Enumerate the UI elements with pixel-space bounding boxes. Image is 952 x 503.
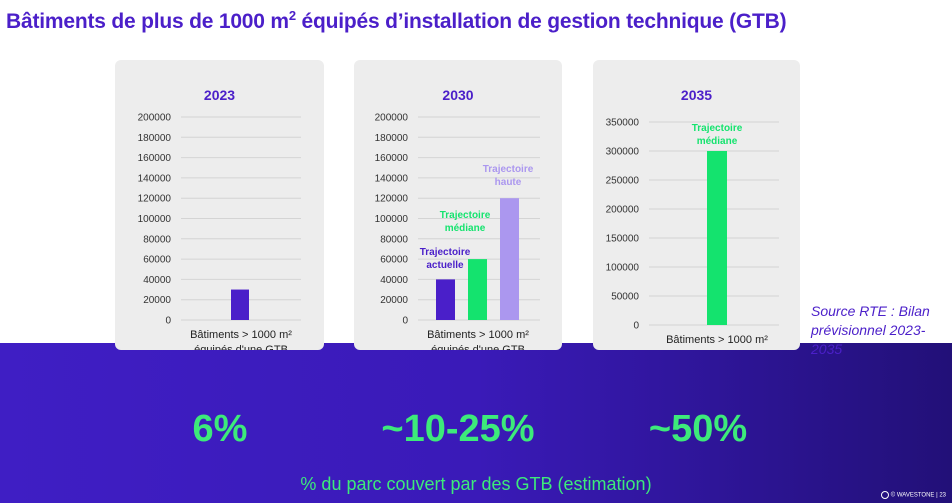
x-axis-label: Bâtiments > 1000 m² xyxy=(190,329,292,341)
y-tick-label: 120000 xyxy=(138,194,172,205)
bar xyxy=(707,151,727,325)
chart-card-2023: 2023 200000 180000 160000 140000 120000 100000… xyxy=(115,60,324,350)
bar-label: actuelle xyxy=(426,260,464,271)
y-tick-label: 0 xyxy=(633,321,639,332)
y-tick-label: 200000 xyxy=(606,205,640,216)
y-tick-label: 20000 xyxy=(380,295,408,306)
page-title-rest: équipés d’installation de gestion techni… xyxy=(295,10,787,33)
y-tick-label: 300000 xyxy=(606,147,640,158)
chart-card-2035: 2035 350000 300000 250000 200000 150000 100000… xyxy=(593,60,800,350)
bar xyxy=(436,279,455,320)
y-tick-label: 180000 xyxy=(375,133,409,144)
y-tick-label: 350000 xyxy=(606,118,640,129)
y-tick-label: 40000 xyxy=(143,275,171,286)
x-axis-label: équipés d'une GTB xyxy=(431,344,525,350)
y-tick-label: 60000 xyxy=(143,255,171,266)
footer-text: © WAVESTONE | 23 xyxy=(890,492,946,499)
y-tick-label: 20000 xyxy=(143,295,171,306)
bar-label: médiane xyxy=(445,223,486,234)
bar-label: Trajectoire xyxy=(420,247,471,258)
y-tick-label: 140000 xyxy=(138,173,172,184)
chart-title: 2035 xyxy=(681,87,712,103)
y-tick-label: 40000 xyxy=(380,275,408,286)
bar-label: médiane xyxy=(697,136,738,147)
bar-label: Trajectoire xyxy=(483,164,534,175)
y-tick-label: 250000 xyxy=(606,176,640,187)
chart-card-2030: 2030 200000 180000 160000 140000 120000 100000… xyxy=(354,60,562,350)
y-tick-label: 0 xyxy=(165,316,171,327)
page-title: Bâtiments de plus de 1000 m2 équipés d’i… xyxy=(6,8,787,34)
chart-2035: 2035 350000 300000 250000 200000 150000 100000… xyxy=(606,87,779,350)
y-tick-label: 140000 xyxy=(375,173,409,184)
wavestone-logo-icon xyxy=(880,491,889,499)
footer: © WAVESTONE | 23 xyxy=(880,491,946,499)
y-tick-label: 180000 xyxy=(138,133,172,144)
page-title-main: Bâtiments de plus de 1000 m xyxy=(6,10,289,33)
y-tick-label: 200000 xyxy=(138,113,172,124)
y-tick-label: 120000 xyxy=(375,194,409,205)
chart-title: 2030 xyxy=(442,87,473,103)
percentage-2035: ~50% xyxy=(648,408,748,450)
chart-2023: 2023200000180000160000140000120000100000… xyxy=(138,87,301,350)
bar-label: Trajectoire xyxy=(440,210,491,221)
y-tick-label: 150000 xyxy=(606,234,640,245)
y-tick-label: 100000 xyxy=(606,263,640,274)
y-tick-label: 0 xyxy=(402,316,408,327)
y-tick-label: 200000 xyxy=(375,113,409,124)
y-tick-label: 50000 xyxy=(611,292,639,303)
percentage-caption: % du parc couvert par des GTB (estimatio… xyxy=(300,474,652,494)
bar-label: Trajectoire xyxy=(692,123,743,134)
x-axis-label: Bâtiments > 1000 m² xyxy=(427,329,529,341)
x-axis-label: Bâtiments > 1000 m² xyxy=(666,334,768,346)
y-tick-label: 160000 xyxy=(375,153,409,164)
bar xyxy=(231,289,249,320)
y-tick-label: 100000 xyxy=(375,214,409,225)
percentage-2030: ~10-25% xyxy=(381,408,535,450)
bar-label: haute xyxy=(495,177,522,188)
y-tick-label: 80000 xyxy=(380,234,408,245)
bottom-band xyxy=(0,343,952,503)
x-axis-label: équipés d'une GTB xyxy=(194,344,288,350)
bar xyxy=(500,198,519,320)
source-note: Source RTE : Bilan prévisionnel 2023-203… xyxy=(811,303,930,357)
chart-title: 2023 xyxy=(204,87,235,103)
y-tick-label: 60000 xyxy=(380,255,408,266)
percentage-2023: 6% xyxy=(192,408,248,450)
y-tick-label: 160000 xyxy=(138,153,172,164)
y-tick-label: 80000 xyxy=(143,234,171,245)
bar xyxy=(468,259,487,320)
y-tick-label: 100000 xyxy=(138,214,172,225)
chart-2030: 2030200000180000160000140000120000100000… xyxy=(375,87,540,350)
x-axis-label: équipés d'une GTB xyxy=(670,349,764,350)
page-title-superscript: 2 xyxy=(288,8,296,23)
